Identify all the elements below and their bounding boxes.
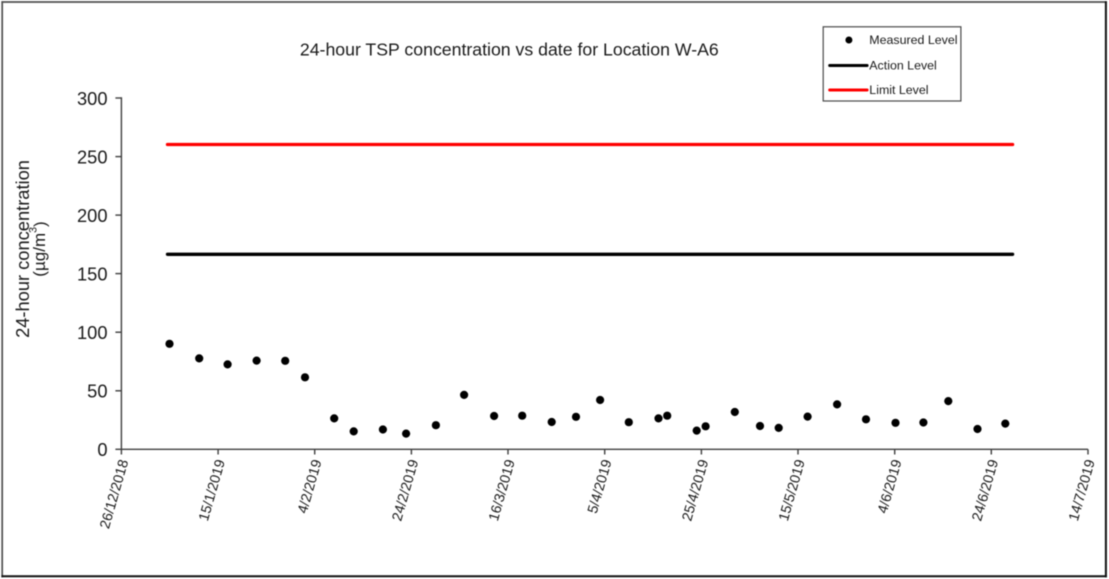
svg-text:25/4/2019: 25/4/2019: [679, 458, 712, 523]
svg-text:0: 0: [97, 439, 107, 460]
svg-text:200: 200: [77, 205, 108, 226]
svg-text:100: 100: [77, 322, 108, 343]
svg-text:14/7/2019: 14/7/2019: [1066, 458, 1099, 523]
svg-text:4/2/2019: 4/2/2019: [295, 458, 326, 516]
svg-text:24/6/2019: 24/6/2019: [969, 458, 1002, 523]
svg-text:Action Level: Action Level: [869, 59, 937, 73]
svg-text:26/12/2018: 26/12/2018: [97, 458, 132, 531]
svg-text:250: 250: [77, 146, 108, 167]
svg-text:(µg/m3): (µg/m3): [28, 221, 49, 276]
svg-text:15/1/2019: 15/1/2019: [196, 458, 229, 523]
svg-text:16/3/2019: 16/3/2019: [486, 458, 519, 523]
svg-text:5/4/2019: 5/4/2019: [585, 458, 616, 516]
svg-text:300: 300: [77, 88, 108, 109]
svg-text:50: 50: [87, 381, 107, 402]
svg-text:150: 150: [77, 263, 108, 284]
svg-text:24-hour TSP concentration vs d: 24-hour TSP concentration vs date for Lo…: [300, 40, 719, 60]
svg-text:24-hour concentration: 24-hour concentration: [12, 160, 33, 338]
svg-text:15/5/2019: 15/5/2019: [776, 458, 809, 523]
svg-text:Measured Level: Measured Level: [869, 33, 957, 47]
svg-text:24/2/2019: 24/2/2019: [389, 458, 422, 523]
svg-text:4/6/2019: 4/6/2019: [875, 458, 906, 516]
svg-text:Limit Level: Limit Level: [869, 83, 928, 97]
